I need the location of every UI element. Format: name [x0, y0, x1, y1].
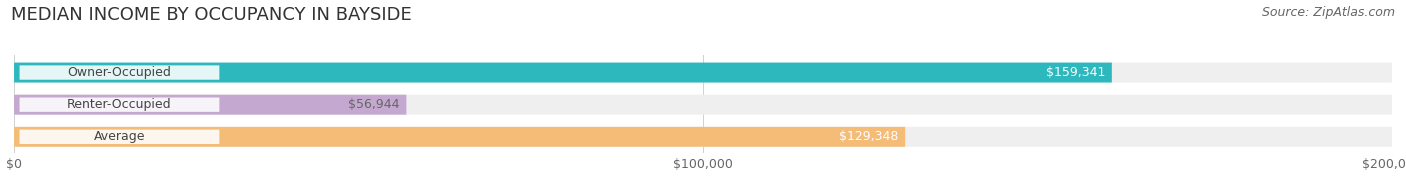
- FancyBboxPatch shape: [14, 127, 905, 147]
- Text: MEDIAN INCOME BY OCCUPANCY IN BAYSIDE: MEDIAN INCOME BY OCCUPANCY IN BAYSIDE: [11, 6, 412, 24]
- Text: Renter-Occupied: Renter-Occupied: [67, 98, 172, 111]
- Text: $56,944: $56,944: [347, 98, 399, 111]
- FancyBboxPatch shape: [20, 65, 219, 80]
- FancyBboxPatch shape: [14, 95, 406, 115]
- FancyBboxPatch shape: [14, 95, 1392, 115]
- Text: $159,341: $159,341: [1046, 66, 1105, 79]
- FancyBboxPatch shape: [14, 127, 1392, 147]
- Text: $129,348: $129,348: [839, 130, 898, 143]
- FancyBboxPatch shape: [20, 130, 219, 144]
- Text: Average: Average: [94, 130, 145, 143]
- Text: Owner-Occupied: Owner-Occupied: [67, 66, 172, 79]
- Text: Source: ZipAtlas.com: Source: ZipAtlas.com: [1261, 6, 1395, 19]
- FancyBboxPatch shape: [14, 63, 1392, 83]
- FancyBboxPatch shape: [20, 98, 219, 112]
- FancyBboxPatch shape: [14, 63, 1112, 83]
